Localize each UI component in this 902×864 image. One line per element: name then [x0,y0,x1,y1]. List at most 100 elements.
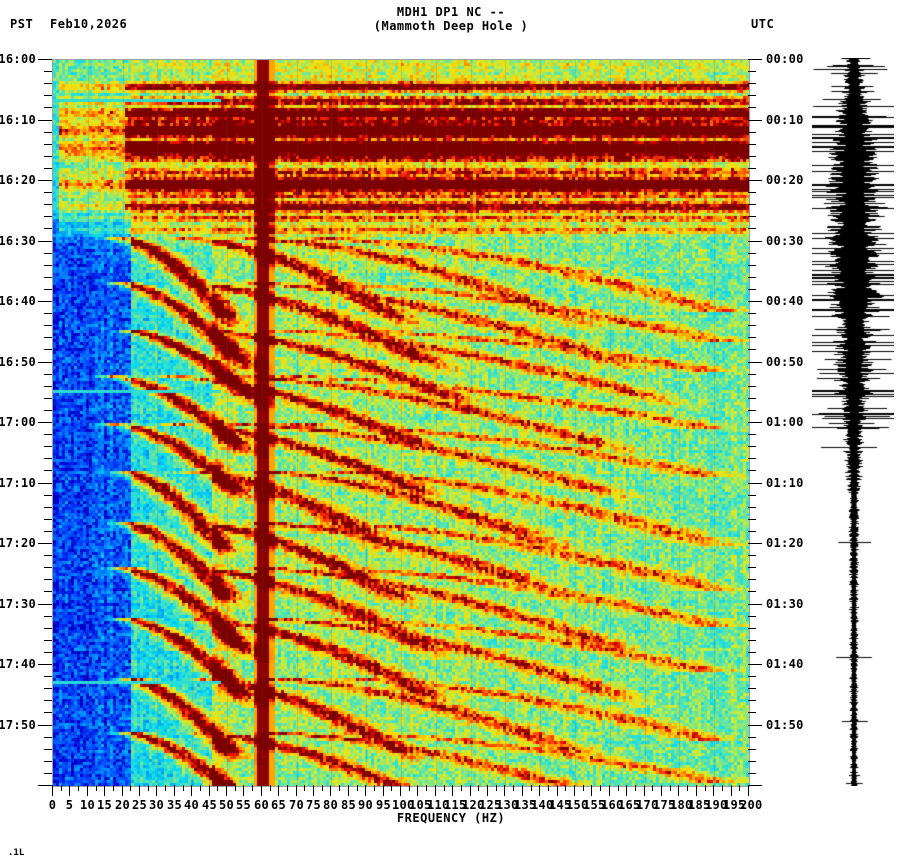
frequency-tick-label: 5 [65,798,74,812]
freq-tick-major [104,785,105,796]
freq-tick-major [52,785,53,796]
frequency-tick-label: 45 [201,798,218,812]
frequency-tick-label: 70 [288,798,305,812]
time-tick-major-left [38,301,52,302]
time-tick-minor-right [748,555,756,556]
freq-tick-major [69,785,70,796]
time-label-pst: 16:00 [0,52,36,66]
time-tick-minor-left [44,737,52,738]
time-tick-major-left [38,664,52,665]
freq-tick-major [348,785,349,796]
time-tick-major-left [38,785,52,786]
freq-tick-major [313,785,314,796]
time-tick-minor-left [44,228,52,229]
time-tick-minor-left [44,265,52,266]
frequency-tick-label: 85 [340,798,357,812]
freq-tick-major [661,785,662,796]
freq-tick-minor [322,785,323,791]
time-tick-minor-right [748,519,756,520]
frequency-tick-label: 60 [253,798,270,812]
time-tick-minor-right [748,349,756,350]
time-tick-minor-right [748,204,756,205]
time-tick-minor-left [44,628,52,629]
time-tick-minor-right [748,616,756,617]
time-label-utc: 00:00 [766,52,804,66]
time-label-utc: 00:50 [766,355,804,369]
timezone-label-left: PST [10,17,34,31]
timezone-label-right: UTC [751,17,775,31]
time-tick-minor-left [44,71,52,72]
time-tick-minor-right [748,71,756,72]
frequency-tick-label: 170 [636,798,659,812]
frequency-axis: 0 5 10 15 20 25 30 35 40 45 50 55 60 65 70 75 80 85 90 95 10… [49,785,762,830]
time-label-utc: 00:20 [766,173,804,187]
freq-tick-minor [600,785,601,791]
time-tick-minor-left [44,156,52,157]
time-tick-minor-left [44,567,52,568]
time-tick-minor-right [748,773,756,774]
time-tick-minor-right [748,95,756,96]
time-tick-major-right [748,241,762,242]
time-tick-minor-right [748,216,756,217]
frequency-tick-label: 95 [375,798,392,812]
time-tick-minor-left [44,700,52,701]
freq-tick-major [609,785,610,796]
freq-tick-minor [583,785,584,791]
time-tick-minor-right [748,410,756,411]
freq-tick-minor [705,785,706,791]
time-tick-minor-left [44,640,52,641]
freq-tick-major [504,785,505,796]
freq-tick-minor [78,785,79,791]
time-tick-minor-right [748,289,756,290]
time-tick-minor-left [44,398,52,399]
time-tick-minor-left [44,216,52,217]
frequency-tick-label: 165 [618,798,641,812]
freq-tick-minor [635,785,636,791]
frequency-axis-label: FREQUENCY (HZ) [396,811,506,825]
time-tick-major-right [748,725,762,726]
freq-tick-minor [113,785,114,791]
time-tick-minor-left [44,591,52,592]
freq-tick-minor [357,785,358,791]
frequency-tick-label: 150 [566,798,589,812]
time-tick-major-right [748,301,762,302]
freq-tick-major [748,785,749,796]
time-tick-minor-right [748,313,756,314]
time-tick-major-right [748,180,762,181]
spectrogram-canvas [53,60,749,786]
frequency-tick-label: 185 [688,798,711,812]
time-tick-minor-left [44,458,52,459]
time-tick-minor-right [748,168,756,169]
time-tick-minor-left [44,410,52,411]
time-tick-minor-right [748,531,756,532]
time-tick-minor-left [44,712,52,713]
spectrogram-plot[interactable] [52,59,750,787]
freq-tick-major [191,785,192,796]
time-tick-minor-right [748,253,756,254]
time-tick-major-left [38,543,52,544]
time-tick-minor-right [748,579,756,580]
frequency-tick-label: 115 [444,798,467,812]
frequency-tick-label: 200 [740,798,763,812]
time-tick-minor-right [748,156,756,157]
freq-tick-minor [287,785,288,791]
freq-tick-major [278,785,279,796]
freq-tick-minor [496,785,497,791]
freq-tick-minor [200,785,201,791]
freq-tick-minor [61,785,62,791]
frequency-tick-label: 35 [166,798,183,812]
time-tick-minor-right [748,265,756,266]
time-tick-major-right [748,422,762,423]
time-tick-minor-left [44,253,52,254]
time-tick-minor-right [748,591,756,592]
time-tick-major-right [748,664,762,665]
time-tick-minor-right [748,144,756,145]
frequency-tick-label: 145 [549,798,572,812]
time-label-utc: 00:40 [766,294,804,308]
time-tick-minor-left [44,337,52,338]
freq-tick-major [261,785,262,796]
freq-tick-major [383,785,384,796]
freq-tick-minor [252,785,253,791]
time-tick-minor-right [748,434,756,435]
frequency-tick-label: 10 [79,798,96,812]
